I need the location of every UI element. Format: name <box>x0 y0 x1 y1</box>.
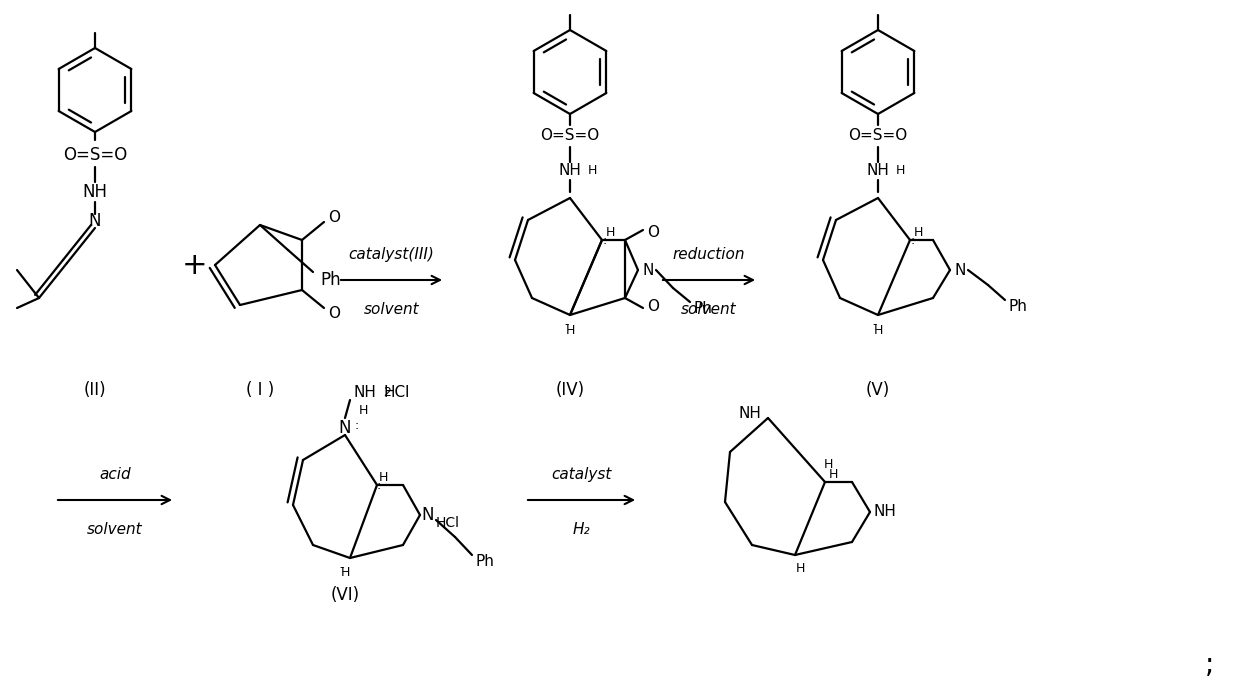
Text: O: O <box>647 224 659 239</box>
Text: O: O <box>647 298 659 314</box>
Text: NH: NH <box>873 505 897 520</box>
Text: 2: 2 <box>383 385 392 398</box>
Text: +: + <box>182 251 208 280</box>
Text: solvent: solvent <box>364 302 419 317</box>
Text: :: : <box>911 233 916 246</box>
Text: H: H <box>587 164 597 176</box>
Text: (VI): (VI) <box>331 586 359 604</box>
Text: H: H <box>565 323 575 337</box>
Text: ( I ): ( I ) <box>245 381 274 399</box>
Text: :: : <box>354 418 359 432</box>
Text: Ph: Ph <box>476 555 494 570</box>
Text: Ph: Ph <box>694 301 712 316</box>
Text: catalyst: catalyst <box>551 467 612 482</box>
Text: O: O <box>328 305 339 321</box>
Text: O=S=O: O=S=O <box>540 128 600 142</box>
Text: -: - <box>565 319 569 332</box>
Text: N: N <box>338 419 351 437</box>
Text: H: H <box>795 563 804 575</box>
Text: -: - <box>339 561 344 575</box>
Text: O=S=O: O=S=O <box>849 128 908 142</box>
Text: H: H <box>829 468 838 480</box>
Text: NH: NH <box>738 405 762 421</box>
Text: O=S=O: O=S=O <box>63 146 128 164</box>
Text: reduction: reduction <box>673 247 745 262</box>
Text: NH: NH <box>83 183 108 201</box>
Text: H: H <box>896 164 904 176</box>
Text: NH: NH <box>866 162 890 178</box>
Text: H: H <box>606 226 615 239</box>
Text: H: H <box>873 323 882 337</box>
Text: H: H <box>358 403 368 416</box>
Text: NH: NH <box>353 384 377 400</box>
Text: H₂: H₂ <box>572 522 590 537</box>
Text: N: N <box>89 212 102 230</box>
Text: (IV): (IV) <box>555 381 585 399</box>
Text: H: H <box>913 226 923 239</box>
Text: ;: ; <box>1206 651 1214 679</box>
Text: O: O <box>328 210 339 224</box>
Text: N: N <box>642 262 654 278</box>
Text: acid: acid <box>99 467 131 482</box>
Text: (V): (V) <box>866 381 890 399</box>
Text: (II): (II) <box>84 381 107 399</box>
Text: H: H <box>823 457 833 471</box>
Text: Ph: Ph <box>1009 298 1027 314</box>
Text: catalyst(III): catalyst(III) <box>348 247 435 262</box>
Text: HCl: HCl <box>436 516 460 530</box>
Text: -: - <box>872 319 877 332</box>
Text: solvent: solvent <box>87 522 142 537</box>
Text: solvent: solvent <box>681 302 737 317</box>
Text: :: : <box>603 233 607 246</box>
Text: N: N <box>421 506 434 524</box>
Text: HCl: HCl <box>384 384 410 400</box>
Text: Ph: Ph <box>321 271 341 289</box>
Text: :: : <box>377 478 382 491</box>
Text: H: H <box>378 471 388 484</box>
Text: NH: NH <box>559 162 581 178</box>
Text: H: H <box>341 566 349 579</box>
Text: N: N <box>954 262 965 278</box>
